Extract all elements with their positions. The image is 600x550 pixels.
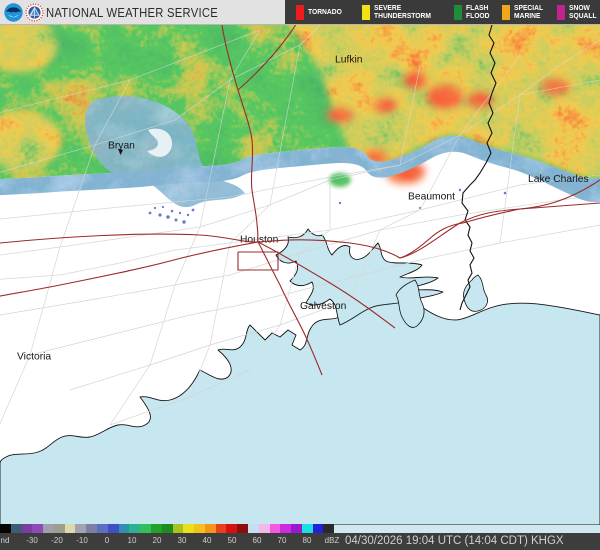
svg-text:Lake Charles: Lake Charles [528, 174, 589, 185]
svg-text:Galveston: Galveston [300, 301, 347, 312]
svg-text:Beaumont: Beaumont [408, 192, 455, 203]
svg-text:Lufkin: Lufkin [335, 55, 363, 66]
svg-text:Victoria: Victoria [17, 352, 51, 363]
